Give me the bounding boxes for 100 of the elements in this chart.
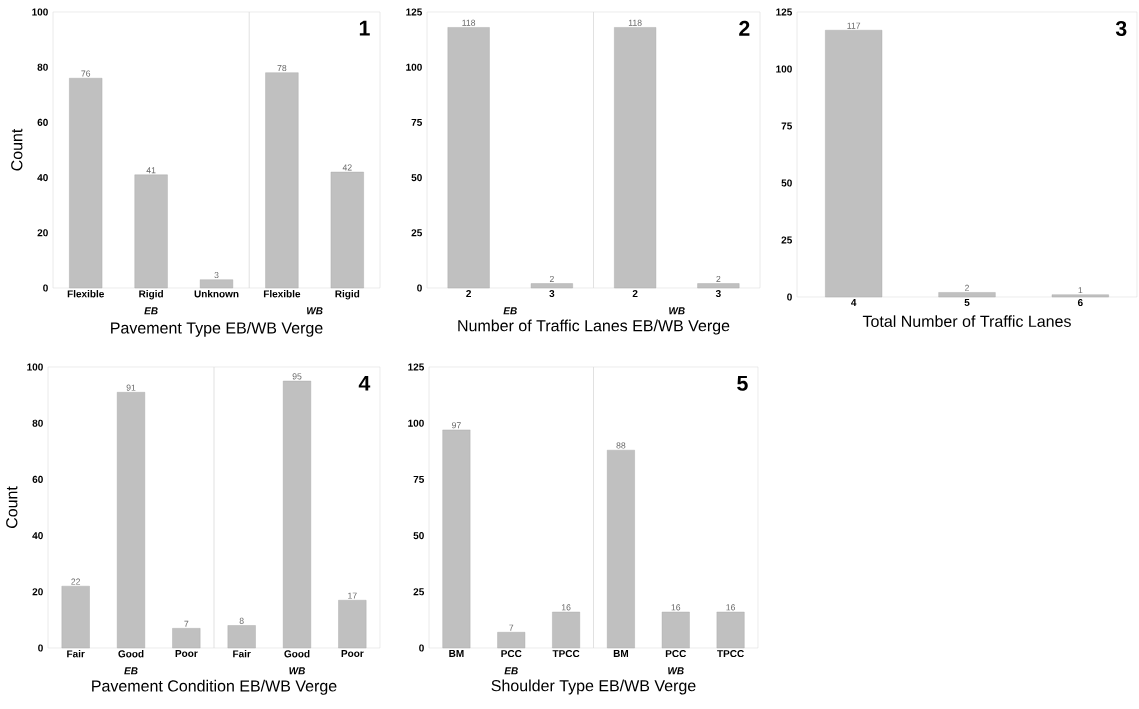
data-label: 17 — [348, 592, 357, 599]
text: EB — [503, 307, 517, 315]
annotation: 1 — [359, 20, 370, 36]
x-tick-label: BM — [613, 650, 629, 657]
x-tick-label: 3 — [549, 290, 555, 298]
bar — [552, 611, 580, 649]
x-tick-label: Fair — [233, 650, 251, 658]
bar — [116, 392, 146, 649]
y-tick-label: 50 — [411, 174, 422, 182]
y-tick-label: 60 — [37, 118, 48, 126]
y-tick-label: 100 — [32, 8, 48, 16]
x-tick-label: BM — [449, 650, 464, 657]
bar — [607, 449, 635, 649]
x-tick-label: TPCC — [552, 650, 580, 658]
x-tick-label: PCC — [665, 650, 687, 658]
data-label: 3 — [214, 271, 219, 279]
text: EB — [144, 307, 158, 315]
y-tick-label: 0 — [417, 284, 422, 292]
text: WB — [668, 667, 684, 675]
data-label: 16 — [726, 604, 736, 611]
x-tick-label: 2 — [466, 290, 472, 298]
bar — [61, 585, 90, 649]
bar — [227, 625, 256, 649]
x-tick-label: 4 — [851, 299, 857, 306]
y-tick-label: 100 — [406, 63, 422, 71]
bar — [69, 78, 103, 289]
x-tick-label: 3 — [715, 290, 721, 298]
data-label: 16 — [561, 604, 571, 611]
x-axis-title: Number of Traffic Lanes EB/WB Verge — [458, 319, 730, 335]
data-label: 95 — [292, 373, 302, 380]
y-tick-label: 75 — [411, 118, 423, 126]
x-tick-label: PCC — [501, 650, 522, 658]
bar — [282, 380, 312, 649]
x-axis-title: Shoulder Type EB/WB Verge — [491, 679, 696, 695]
y-tick-label: 0 — [787, 293, 792, 301]
bar — [1051, 294, 1109, 298]
data-label: 2 — [965, 284, 969, 291]
y-tick-label: 60 — [32, 475, 43, 483]
x-axis-title: Total Number of Traffic Lanes — [862, 315, 1071, 328]
y-tick-label: 20 — [37, 229, 48, 237]
y-tick-label: 80 — [32, 419, 43, 427]
x-tick-label: Rigid — [139, 290, 163, 300]
y-tick-label: 75 — [413, 475, 425, 483]
y-tick-label: 25 — [413, 588, 425, 596]
y-tick-label: 0 — [419, 644, 424, 652]
text: EB — [504, 667, 518, 675]
x-tick-label: Good — [284, 650, 310, 658]
bar — [134, 174, 168, 289]
data-label: 88 — [616, 442, 626, 449]
x-tick-label: Good — [118, 650, 144, 658]
data-label: 41 — [146, 167, 156, 174]
data-label: 117 — [847, 22, 861, 29]
bar — [497, 632, 526, 649]
data-label: 97 — [452, 422, 461, 429]
x-axis-title: Pavement Condition EB/WB Verge — [92, 679, 337, 695]
x-tick-label: Fair — [67, 650, 85, 658]
y-tick-label: 25 — [781, 236, 793, 244]
x-tick-label: Flexible — [67, 290, 104, 298]
bar — [938, 292, 996, 298]
data-label: 1 — [1078, 287, 1083, 294]
y-tick-label: 125 — [408, 363, 425, 371]
data-label: 2 — [716, 275, 721, 282]
y-tick-label: 0 — [43, 284, 48, 292]
y-tick-label: 100 — [408, 419, 424, 427]
y-tick-label: 100 — [27, 363, 43, 371]
y-tick-label: 40 — [32, 532, 43, 540]
x-tick-label: 6 — [1077, 299, 1083, 307]
bar — [199, 279, 234, 289]
y-tick-label: 20 — [32, 588, 43, 596]
x-tick-label: Unknown — [194, 290, 239, 298]
data-label: 7 — [509, 624, 514, 631]
y-tick-label: 40 — [37, 174, 48, 182]
bar — [716, 611, 745, 649]
y-tick-label: 125 — [406, 8, 423, 16]
annotation: 2 — [739, 20, 750, 36]
data-label: 22 — [71, 578, 81, 585]
y-tick-label: 50 — [413, 532, 424, 540]
bar — [265, 72, 299, 289]
text: EB — [124, 667, 138, 675]
bar — [661, 611, 690, 649]
annotation: 4 — [358, 375, 371, 391]
x-tick-label: Flexible — [263, 290, 301, 298]
y-axis-title: Count — [11, 128, 23, 171]
y-axis-title: Count — [6, 486, 18, 529]
x-tick-label: Poor — [175, 650, 198, 658]
data-label: 118 — [628, 19, 642, 26]
data-label: 8 — [239, 617, 244, 624]
y-tick-label: 100 — [776, 65, 792, 73]
text: WB — [289, 667, 305, 675]
x-tick-label: Poor — [341, 650, 364, 658]
x-tick-label: TPCC — [717, 650, 744, 658]
data-label: 91 — [126, 384, 136, 391]
annotation: 5 — [737, 375, 748, 391]
bar — [330, 171, 364, 289]
x-tick-label: 2 — [632, 290, 638, 298]
y-tick-label: 50 — [781, 179, 792, 187]
bar — [172, 628, 201, 649]
text: WB — [307, 307, 323, 315]
annotation: 3 — [1115, 20, 1127, 37]
y-tick-label: 25 — [411, 229, 423, 237]
